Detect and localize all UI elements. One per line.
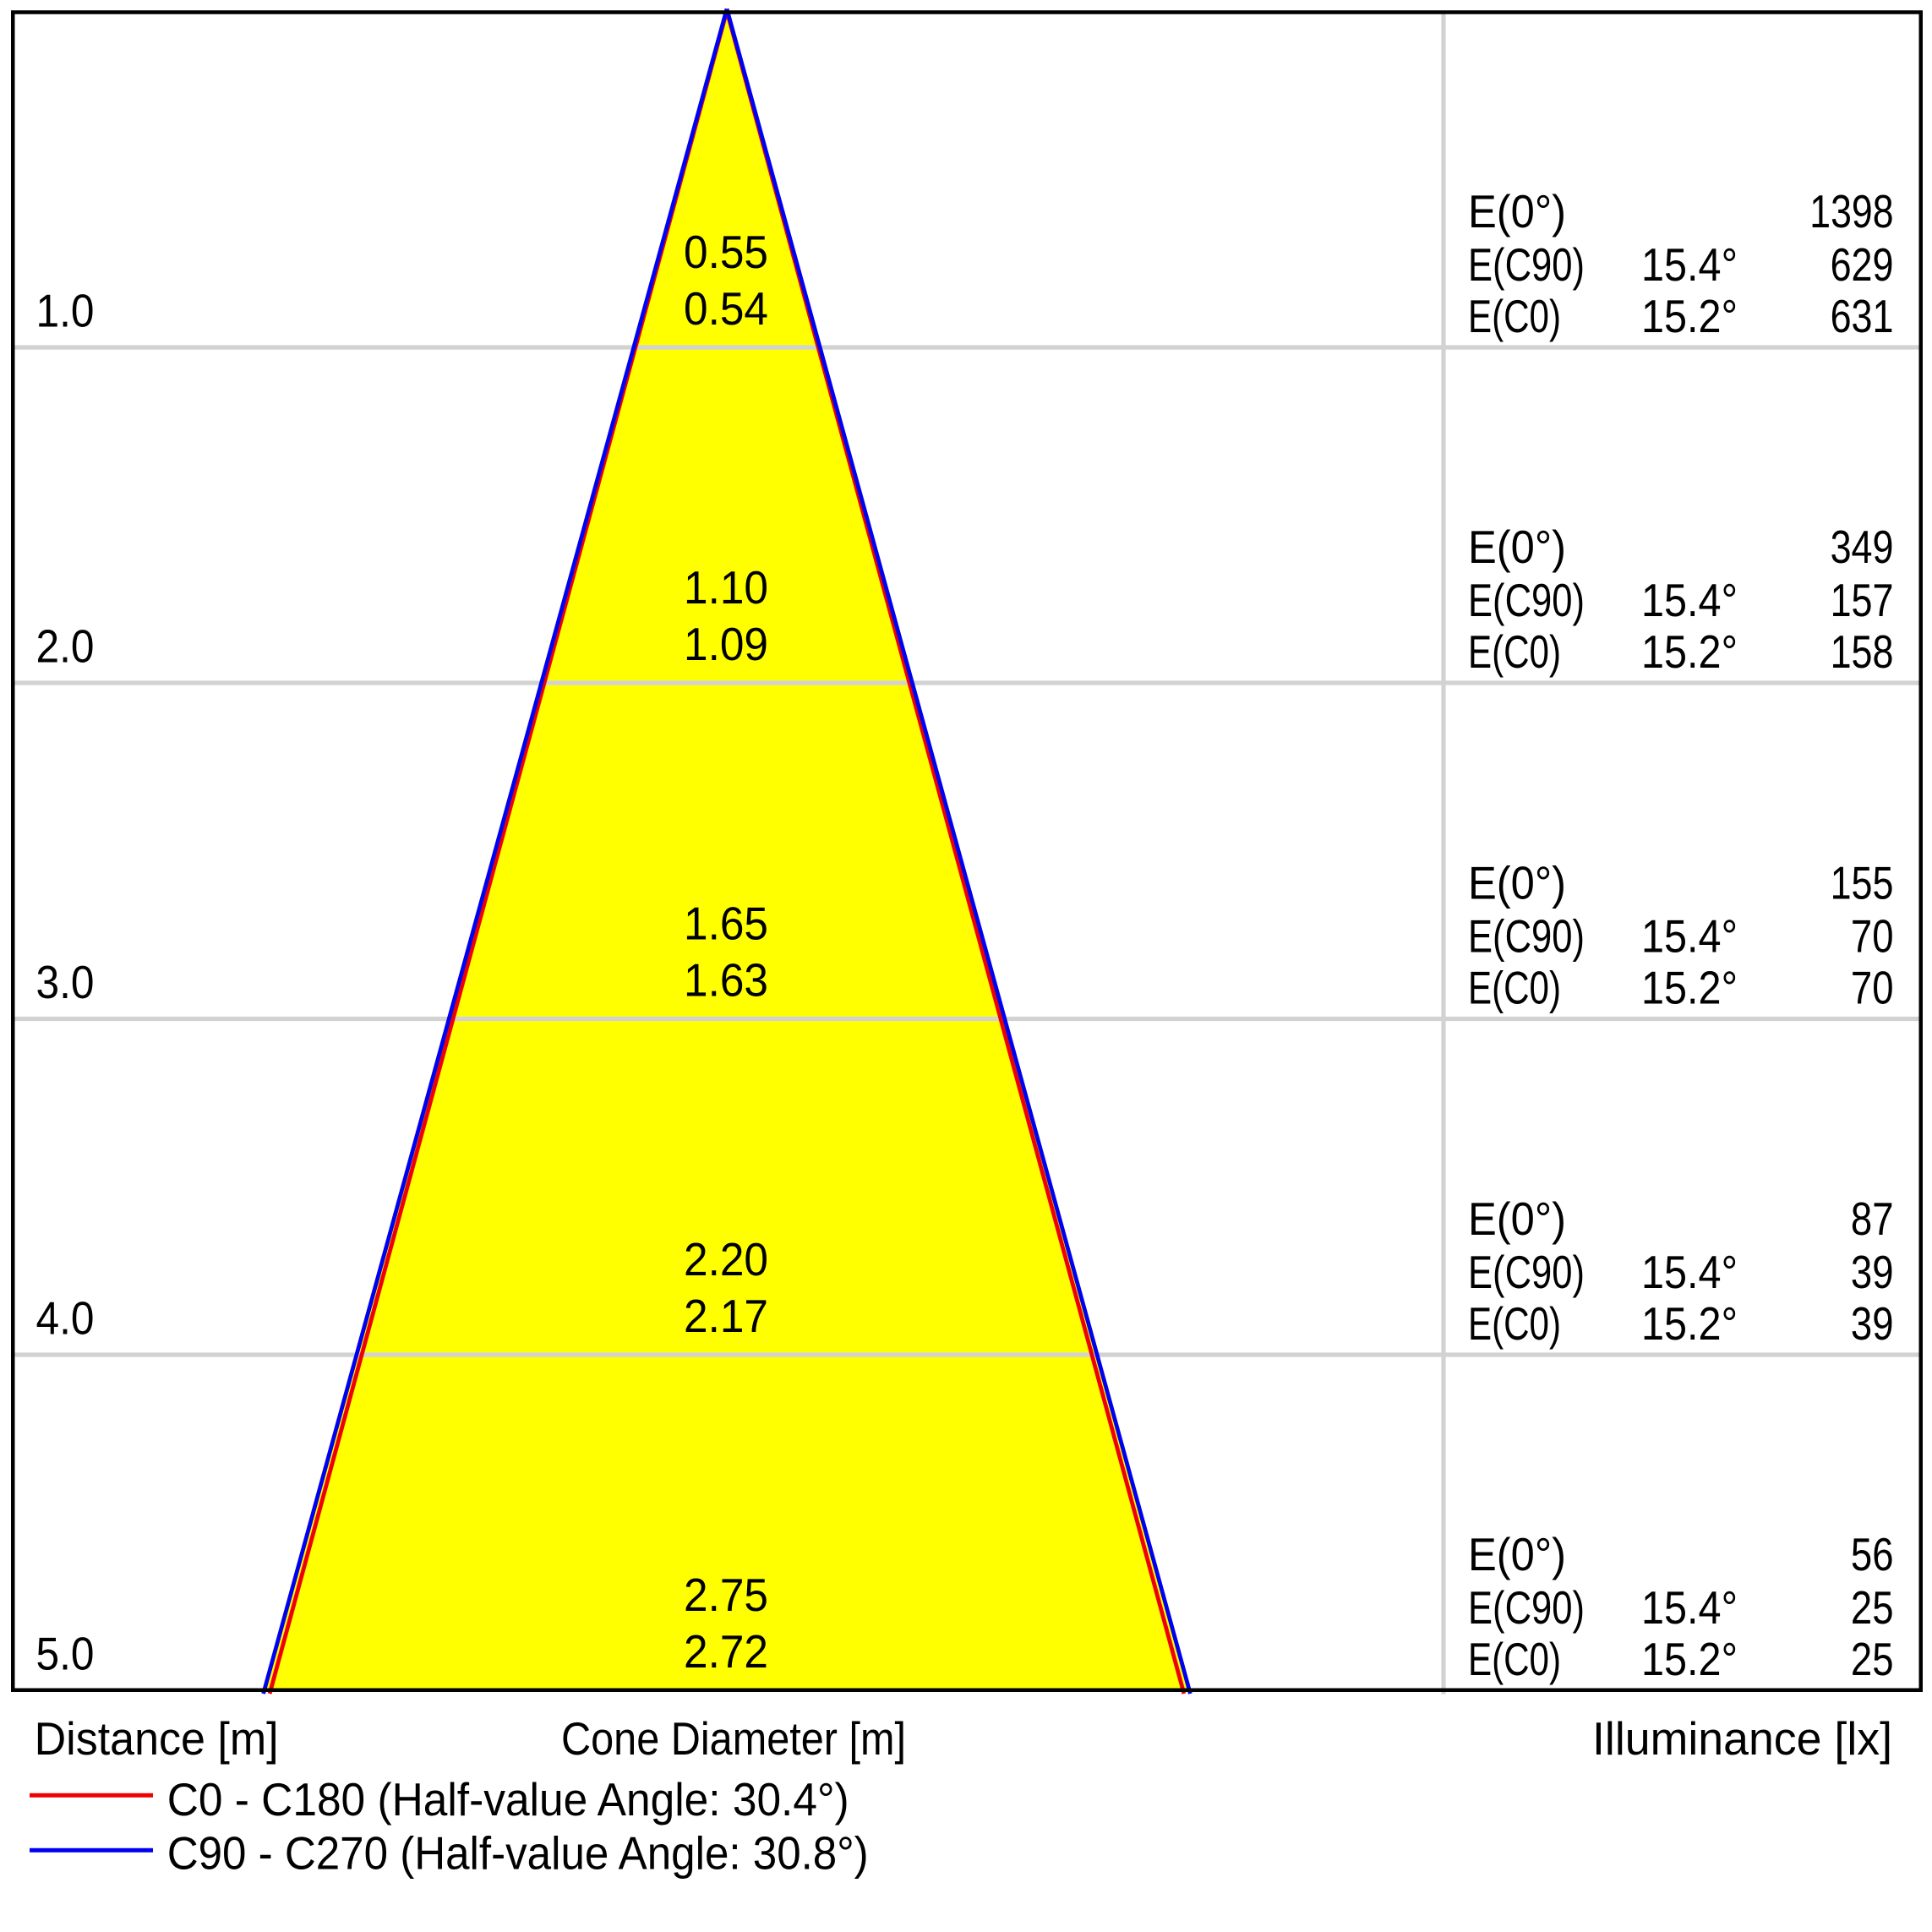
svg-text:1398: 1398 (1809, 185, 1893, 237)
svg-text:25: 25 (1851, 1581, 1894, 1634)
svg-text:1.63: 1.63 (684, 954, 768, 1007)
svg-text:629: 629 (1831, 238, 1894, 291)
svg-text:15.2°: 15.2° (1641, 625, 1738, 678)
svg-text:39: 39 (1851, 1246, 1894, 1298)
svg-text:E(0°): E(0°) (1468, 521, 1566, 573)
svg-text:158: 158 (1831, 625, 1894, 678)
svg-text:E(0°): E(0°) (1468, 857, 1566, 909)
svg-text:70: 70 (1851, 910, 1894, 963)
svg-text:1.0: 1.0 (36, 285, 95, 337)
svg-text:E(C90): E(C90) (1468, 574, 1585, 626)
svg-text:349: 349 (1831, 521, 1894, 573)
svg-text:39: 39 (1851, 1297, 1894, 1350)
svg-text:157: 157 (1831, 574, 1894, 626)
svg-text:E(C0): E(C0) (1468, 625, 1561, 678)
svg-text:E(0°): E(0°) (1468, 1192, 1566, 1245)
svg-text:2.17: 2.17 (684, 1290, 768, 1342)
svg-text:E(0°): E(0°) (1468, 185, 1566, 237)
svg-text:15.4°: 15.4° (1641, 1246, 1738, 1298)
svg-text:E(C0): E(C0) (1468, 1633, 1561, 1685)
svg-text:5.0: 5.0 (36, 1628, 95, 1680)
svg-text:E(C0): E(C0) (1468, 1297, 1561, 1350)
svg-text:Illuminance [lx]: Illuminance [lx] (1592, 1712, 1892, 1765)
svg-text:15.2°: 15.2° (1641, 962, 1738, 1014)
svg-text:E(C90): E(C90) (1468, 1581, 1585, 1634)
svg-text:1.65: 1.65 (684, 898, 768, 950)
svg-text:Cone Diameter [m]: Cone Diameter [m] (561, 1712, 906, 1765)
svg-text:4.0: 4.0 (36, 1292, 95, 1345)
svg-text:56: 56 (1851, 1528, 1894, 1580)
svg-text:E(C90): E(C90) (1468, 1246, 1585, 1298)
svg-text:2.75: 2.75 (684, 1569, 768, 1621)
svg-text:2.20: 2.20 (684, 1233, 768, 1285)
svg-text:2.0: 2.0 (36, 620, 95, 673)
svg-text:25: 25 (1851, 1633, 1894, 1685)
svg-text:15.4°: 15.4° (1641, 238, 1738, 291)
svg-text:E(C90): E(C90) (1468, 910, 1585, 963)
svg-text:C90 - C270 (Half-value Angle:: C90 - C270 (Half-value Angle: 30.8°) (167, 1827, 869, 1880)
svg-text:2.72: 2.72 (684, 1625, 768, 1678)
svg-text:E(C0): E(C0) (1468, 290, 1561, 342)
svg-text:1.09: 1.09 (684, 618, 768, 670)
svg-text:15.4°: 15.4° (1641, 910, 1738, 963)
svg-text:0.55: 0.55 (684, 226, 768, 278)
svg-text:E(C90): E(C90) (1468, 238, 1585, 291)
svg-text:15.2°: 15.2° (1641, 1633, 1738, 1685)
svg-text:3.0: 3.0 (36, 956, 95, 1008)
svg-text:155: 155 (1831, 857, 1894, 909)
svg-text:15.4°: 15.4° (1641, 574, 1738, 626)
svg-text:87: 87 (1851, 1192, 1894, 1245)
svg-text:15.4°: 15.4° (1641, 1581, 1738, 1634)
svg-text:631: 631 (1831, 290, 1894, 342)
svg-text:C0 - C180 (Half-value Angle: 3: C0 - C180 (Half-value Angle: 30.4°) (167, 1773, 849, 1826)
svg-text:0.54: 0.54 (684, 282, 768, 335)
svg-text:15.2°: 15.2° (1641, 290, 1738, 342)
svg-text:E(C0): E(C0) (1468, 962, 1561, 1014)
svg-text:1.10: 1.10 (684, 561, 768, 614)
svg-text:15.2°: 15.2° (1641, 1297, 1738, 1350)
svg-text:E(0°): E(0°) (1468, 1528, 1566, 1580)
svg-text:Distance [m]: Distance [m] (35, 1712, 279, 1765)
svg-text:70: 70 (1851, 962, 1894, 1014)
